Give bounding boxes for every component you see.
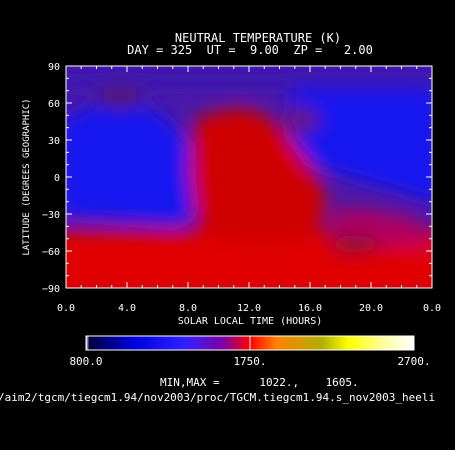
minmax-readout: MIN,MAX = 1022., 1605. xyxy=(160,376,359,389)
x-axis: 0.0 4.0 8.0 12.0 16.0 20.0 0.0 xyxy=(57,66,441,314)
y-tick-label: 60 xyxy=(48,99,60,110)
chart-subtitle: DAY = 325 UT = 9.00 ZP = 2.00 xyxy=(127,43,373,57)
y-tick-label: 0 xyxy=(54,173,60,184)
y-axis: 90 60 30 0 −30 −60 −90 xyxy=(42,62,432,295)
x-tick-label: 0.0 xyxy=(423,303,441,314)
y-tick-label: 90 xyxy=(48,62,60,73)
chart-title: NEUTRAL TEMPERATURE (K) xyxy=(175,31,341,45)
colorbar-min-label: 800.0 xyxy=(69,355,102,368)
y-axis-label: LATITUDE (DEGREES GEOGRAPHIC) xyxy=(22,98,32,255)
colorbar-max-label: 2700. xyxy=(397,355,430,368)
x-tick-label: 20.0 xyxy=(359,303,383,314)
colorbar-mid-label: 1750. xyxy=(233,355,266,368)
x-tick-label: 8.0 xyxy=(179,303,197,314)
x-axis-label: SOLAR LOCAL TIME (HOURS) xyxy=(178,316,323,327)
x-tick-label: 4.0 xyxy=(118,303,136,314)
x-tick-label: 12.0 xyxy=(237,303,261,314)
y-tick-label: −90 xyxy=(42,284,60,295)
y-tick-label: 30 xyxy=(48,136,60,147)
y-tick-label: −60 xyxy=(42,247,60,258)
y-tick-label: −30 xyxy=(42,210,60,221)
heatmap-field xyxy=(66,66,432,288)
x-tick-label: 0.0 xyxy=(57,303,75,314)
x-tick-label: 16.0 xyxy=(298,303,322,314)
source-path: /aim2/tgcm/tiegcm1.94/nov2003/proc/TGCM.… xyxy=(0,391,435,404)
